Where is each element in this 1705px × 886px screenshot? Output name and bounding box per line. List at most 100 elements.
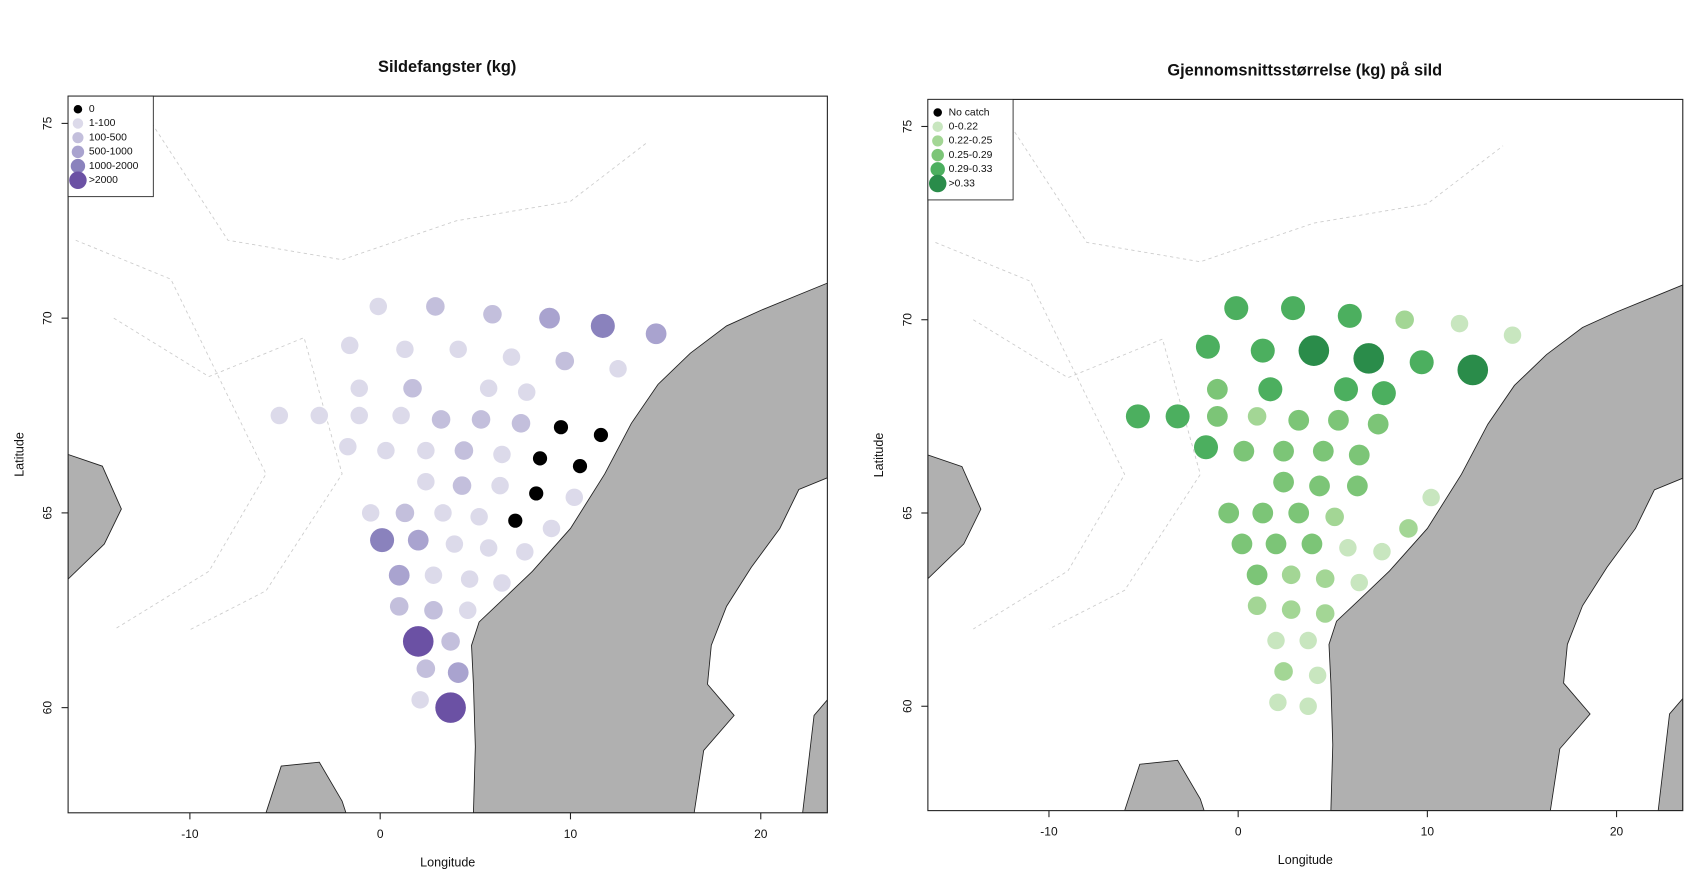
catch-point <box>1269 693 1287 712</box>
catch-point <box>431 410 451 429</box>
catch-point <box>1315 569 1335 588</box>
land <box>1657 697 1683 811</box>
catch-point <box>493 445 511 464</box>
catch-point <box>389 597 409 616</box>
catch-point <box>1246 564 1268 586</box>
x-tick-label: 0 <box>377 827 384 841</box>
land <box>1124 759 1205 811</box>
x-tick-label: -10 <box>181 827 199 841</box>
y-tick-label: 60 <box>41 701 55 715</box>
catch-point <box>370 528 395 553</box>
land <box>471 282 828 813</box>
catch-point <box>411 691 429 709</box>
catch-point <box>1308 666 1327 685</box>
catch-point <box>350 379 368 397</box>
catch-point <box>445 535 464 553</box>
depth-contour <box>75 239 267 631</box>
depth-contour <box>151 123 647 261</box>
map-panel: Gjennomsnittsstørrelse (kg) på sild -10 0 1… <box>872 61 1684 867</box>
catch-point <box>1218 502 1240 524</box>
catch-point <box>407 529 429 551</box>
legend-label: >2000 <box>89 175 118 186</box>
catch-point <box>403 378 422 398</box>
legend-label: >0.33 <box>949 178 975 189</box>
catch-point <box>645 323 667 345</box>
catch-point <box>542 519 561 538</box>
catch-point <box>532 451 548 466</box>
depth-contour <box>113 317 343 631</box>
catch-point <box>491 476 509 495</box>
catch-point <box>310 406 329 425</box>
catch-point <box>1350 573 1368 592</box>
catch-point <box>1315 604 1335 623</box>
y-tick-label: 60 <box>900 699 914 713</box>
y-tick-label: 70 <box>900 313 914 327</box>
depth-contour <box>1010 126 1504 263</box>
depth-contour <box>935 242 1126 630</box>
catch-point <box>471 410 491 429</box>
x-tick-label: -10 <box>1040 825 1058 839</box>
catch-point <box>593 427 609 443</box>
catch-point <box>1252 502 1274 524</box>
legend-label: 0 <box>89 104 95 115</box>
catch-point <box>417 472 435 491</box>
y-tick-label: 75 <box>41 116 55 130</box>
catch-point <box>369 297 388 316</box>
catch-point <box>424 566 443 584</box>
land <box>802 699 828 813</box>
legend-swatch <box>933 108 942 117</box>
x-tick-label: 10 <box>564 827 578 841</box>
legend-label: No catch <box>949 107 990 118</box>
y-tick-label: 70 <box>41 311 55 325</box>
catch-point <box>388 564 410 586</box>
catch-point <box>1309 475 1330 497</box>
catch-point <box>1373 542 1391 561</box>
catch-point <box>1299 697 1317 715</box>
catch-point <box>1265 533 1287 555</box>
catch-point <box>270 406 289 425</box>
catch-point <box>502 348 521 366</box>
catch-point <box>447 662 469 683</box>
catch-point <box>1409 350 1434 375</box>
legend-label: 100-500 <box>89 132 127 143</box>
catch-point <box>1273 440 1294 462</box>
depth-contour <box>973 319 1201 630</box>
legend-label: 0-0.22 <box>949 121 979 132</box>
catch-point <box>539 307 560 329</box>
catch-point <box>1312 440 1334 462</box>
catch-point <box>479 379 498 397</box>
catch-point <box>339 437 357 456</box>
legend-label: 1-100 <box>89 118 116 129</box>
catch-point <box>1274 662 1293 681</box>
catch-point <box>1281 296 1306 321</box>
catch-point <box>402 626 434 657</box>
chart-title: Gjennomsnittsstørrelse (kg) på sild <box>1167 61 1442 79</box>
legend-swatch <box>932 121 943 132</box>
legend-swatch <box>70 158 86 174</box>
x-axis-label: Longitude <box>420 855 475 869</box>
catch-point <box>553 420 569 435</box>
legend-swatch <box>72 132 84 144</box>
catch-point <box>479 539 498 557</box>
catch-point <box>1325 507 1344 527</box>
legend-label: 1000-2000 <box>89 161 139 172</box>
catch-point <box>424 600 443 620</box>
catch-point <box>441 632 460 651</box>
catch-point <box>565 488 584 507</box>
x-tick-label: 0 <box>1235 825 1242 839</box>
catch-point <box>1348 444 1370 466</box>
catch-point <box>1395 310 1414 330</box>
catch-point <box>1247 596 1267 616</box>
catch-point <box>1288 502 1310 524</box>
catch-point <box>493 574 511 592</box>
legend-label: 500-1000 <box>89 147 133 158</box>
plot-frame <box>927 98 1684 812</box>
catch-point <box>1503 326 1522 344</box>
plot-frame <box>67 95 828 814</box>
catch-point <box>1233 440 1255 462</box>
legend-swatch <box>931 148 944 162</box>
catch-point <box>1247 407 1267 426</box>
catch-point <box>1288 409 1310 431</box>
